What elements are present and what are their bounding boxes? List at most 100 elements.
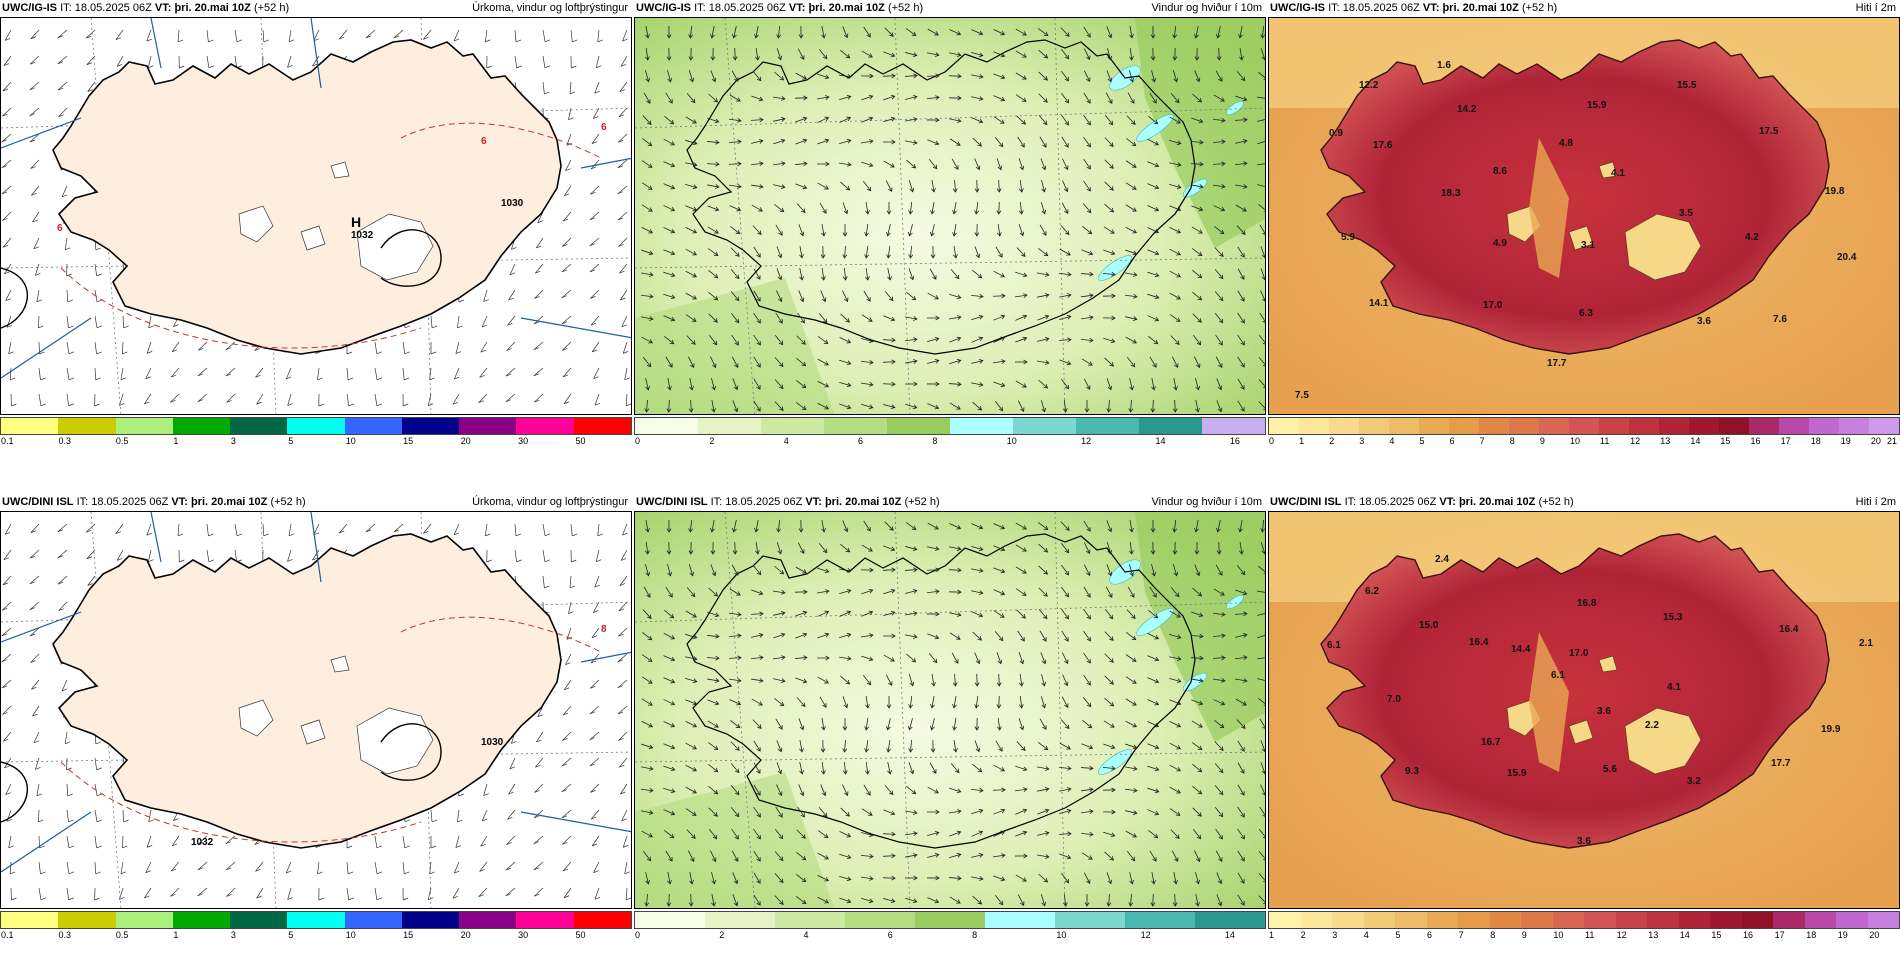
- product-name: Úrkoma, vindur og loftþrýstingur: [472, 0, 628, 16]
- model-name: UWC/DINI ISL: [1270, 496, 1342, 508]
- temperature-value: 5.6: [1603, 764, 1617, 775]
- init-time: 18.05.2025 06Z: [709, 2, 786, 14]
- legend-tick-label: 10: [1056, 930, 1066, 940]
- pressure-label: 8: [601, 624, 607, 635]
- legend-color-bar: [1268, 911, 1900, 929]
- temperature-value: 4.1: [1667, 682, 1681, 693]
- legend-swatch: [345, 418, 402, 434]
- legend-tick-label: 3: [1359, 436, 1364, 446]
- legend-swatch: [635, 418, 698, 434]
- legend-tick-label: 50: [576, 930, 586, 940]
- legend-tick-label: 50: [576, 436, 586, 446]
- legend-swatch: [459, 418, 516, 434]
- legend-swatch: [705, 912, 775, 928]
- init-time: 18.05.2025 06Z: [725, 496, 802, 508]
- temperature-value: 6.2: [1365, 586, 1379, 597]
- temperature-value: 15.0: [1419, 620, 1438, 631]
- legend-swatch: [1, 418, 58, 434]
- map-canvas: [635, 512, 1266, 909]
- legend-color-bar: [0, 911, 632, 929]
- map-canvas: [635, 18, 1266, 415]
- legend-swatch: [1836, 912, 1868, 928]
- temperature-value: 14.1: [1369, 298, 1388, 309]
- temperature-value: 6.3: [1579, 308, 1593, 319]
- legend-color-bar: [1268, 417, 1900, 435]
- legend-swatch: [1055, 912, 1125, 928]
- legend-tick-label: 14: [1155, 436, 1165, 446]
- legend-tick-label: 12: [1617, 930, 1627, 940]
- temperature-panel: UWC/DINI ISL IT: 18.05.2025 06Z VT: þri.…: [1268, 494, 1900, 966]
- legend-tick-label: 9: [1522, 930, 1527, 940]
- legend-swatch: [1329, 418, 1359, 434]
- legend-tick-label: 0.5: [116, 436, 129, 446]
- legend-swatch: [950, 418, 1013, 434]
- map-canvas: [1, 18, 632, 415]
- product-name: Hiti í 2m: [1856, 0, 1896, 16]
- legend-tick-label: 12: [1081, 436, 1091, 446]
- legend-swatch: [402, 912, 459, 928]
- legend-tick-label: 20: [461, 930, 471, 940]
- temperature-value: 9.3: [1405, 766, 1419, 777]
- legend-tick-label: 11: [1585, 930, 1594, 940]
- legend-swatch: [985, 912, 1055, 928]
- legend-tick-label: 3: [231, 436, 236, 446]
- temperature-value: 3.2: [1687, 776, 1701, 787]
- legend-color-bar: [634, 417, 1266, 435]
- legend-tick-label: 20: [1871, 436, 1881, 446]
- pressure-label: 1030: [501, 198, 523, 209]
- legend-swatch: [287, 912, 344, 928]
- model-name: UWC/IG-IS: [2, 2, 57, 14]
- legend-tick-label: 1: [1269, 930, 1274, 940]
- legend-swatch: [635, 912, 705, 928]
- legend-tick-label: 16: [1230, 436, 1240, 446]
- legend-swatch: [58, 418, 115, 434]
- temperature-value: 6.1: [1327, 640, 1341, 651]
- run-info: UWC/IG-IS IT: 18.05.2025 06Z VT: þri. 20…: [636, 0, 923, 16]
- map-area: [634, 17, 1266, 415]
- legend-tick-label: 4: [804, 930, 809, 940]
- product-name: Hiti í 2m: [1856, 494, 1896, 510]
- legend-tick-label: 4: [1389, 436, 1394, 446]
- legend-tick-label: 3: [231, 930, 236, 940]
- temperature-value: 3.5: [1679, 208, 1693, 219]
- legend-tick-label: 14: [1225, 930, 1235, 940]
- legend-tick-label: 15: [1711, 930, 1721, 940]
- panel-header: UWC/DINI ISL IT: 18.05.2025 06Z VT: þri.…: [1268, 494, 1900, 510]
- legend-swatch: [1521, 912, 1553, 928]
- product-name: Vindur og hviður í 10m: [1152, 494, 1262, 510]
- temperature-value: 19.9: [1821, 724, 1840, 735]
- temperature-value: 19.8: [1825, 186, 1844, 197]
- legend-swatch: [1689, 418, 1719, 434]
- model-name: UWC/IG-IS: [636, 2, 691, 14]
- legend-tick-label: 19: [1838, 930, 1848, 940]
- map-area: [634, 511, 1266, 909]
- legend-tick-label: 7: [1480, 436, 1485, 446]
- temperature-value: 15.5: [1677, 80, 1696, 91]
- legend-swatch: [1710, 912, 1742, 928]
- legend-tick-label: 21: [1887, 436, 1897, 446]
- precip-pressure-panel: UWC/IG-IS IT: 18.05.2025 06Z VT: þri. 20…: [0, 0, 632, 472]
- temperature-value: 7.6: [1773, 314, 1787, 325]
- legend-tick-label: 0: [635, 930, 640, 940]
- legend-tick-label: 15: [403, 930, 413, 940]
- legend-tick-label: 9: [1540, 436, 1545, 446]
- legend-tick-label: 11: [1600, 436, 1609, 446]
- legend-swatch: [116, 418, 173, 434]
- legend-swatch: [1584, 912, 1616, 928]
- temperature-value: 15.3: [1663, 612, 1682, 623]
- temperature-value: 3.1: [1581, 240, 1595, 251]
- it-label: IT:: [711, 496, 723, 508]
- pressure-label: 1032: [351, 230, 373, 241]
- legend-tick-label: 17: [1781, 436, 1791, 446]
- legend-tick-label: 18: [1806, 930, 1816, 940]
- run-info: UWC/DINI ISL IT: 18.05.2025 06Z VT: þri.…: [2, 494, 306, 510]
- init-time: 18.05.2025 06Z: [75, 2, 152, 14]
- legend-tick-label: 1: [173, 930, 178, 940]
- legend-swatch: [116, 912, 173, 928]
- legend-swatch: [845, 912, 915, 928]
